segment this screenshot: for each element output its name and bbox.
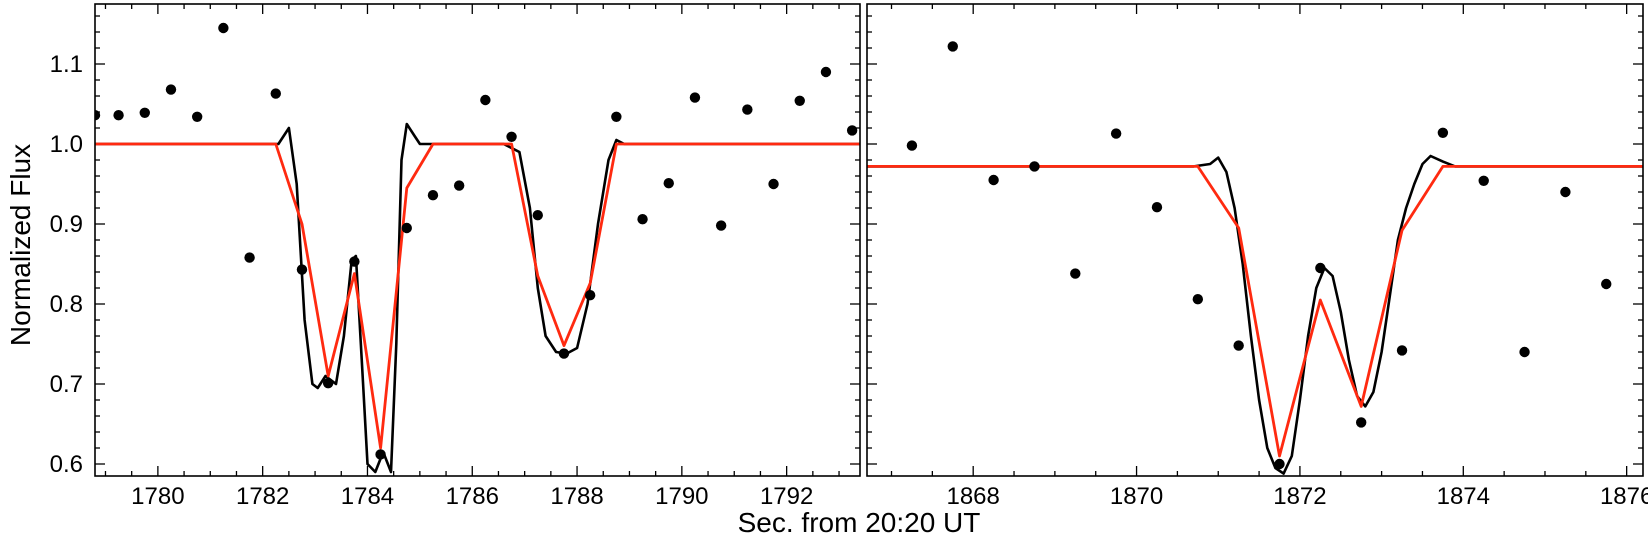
- x-tick-label: 1792: [760, 483, 813, 510]
- y-tick-label: 0.8: [50, 291, 83, 318]
- x-tick-label: 1872: [1273, 483, 1326, 510]
- data-point: [191, 111, 203, 123]
- data-point: [637, 214, 648, 225]
- x-tick-label: 1870: [1110, 483, 1163, 510]
- x-tick-label: 1786: [446, 483, 499, 510]
- lightcurve-line: [95, 122, 860, 474]
- data-point: [322, 378, 334, 389]
- x-tick-label: 1788: [550, 483, 603, 510]
- data-point: [139, 107, 150, 119]
- data-point: [1151, 202, 1163, 213]
- x-tick-label: 1784: [341, 483, 394, 510]
- data-point: [742, 104, 753, 115]
- data-point: [480, 94, 491, 106]
- data-point: [715, 220, 727, 231]
- left-panel: 1780 1782 1784 1786 1788 1790 1792 0.6 0.7 0.8 0.9…: [50, 3, 861, 510]
- plot-frame: [94, 3, 861, 477]
- data-point: [95, 110, 101, 121]
- data-point: [1192, 294, 1204, 305]
- data-point: [1315, 262, 1326, 274]
- y-tick-label: 0.9: [50, 211, 83, 238]
- data-point: [1519, 346, 1530, 358]
- data-point: [532, 210, 543, 221]
- data-point: [1601, 278, 1612, 290]
- data-point: [1437, 127, 1449, 138]
- data-point: [1110, 128, 1122, 139]
- y-tick-label: 1.1: [50, 51, 83, 78]
- plot-area: [867, 41, 1643, 475]
- data-point: [113, 110, 124, 121]
- data-point: [1070, 268, 1081, 279]
- x-tick-label: 1780: [131, 483, 184, 510]
- data-point: [270, 88, 281, 99]
- y-axis-title: Normalized Flux: [5, 144, 36, 346]
- data-point: [1233, 340, 1244, 351]
- data-point: [1560, 186, 1571, 198]
- x-tick-label: 1876: [1600, 483, 1648, 510]
- y-tick-label: 0.7: [50, 371, 83, 398]
- data-point: [689, 92, 701, 103]
- data-point: [584, 290, 596, 301]
- data-point: [1396, 345, 1408, 356]
- y-tick-label: 0.6: [50, 451, 83, 478]
- data-point: [846, 125, 858, 136]
- plot-frame: [866, 3, 1644, 477]
- data-point: [768, 178, 779, 190]
- data-point: [820, 66, 832, 78]
- data-point: [906, 140, 918, 151]
- x-tick-label: 1868: [946, 483, 999, 510]
- data-point: [1478, 175, 1489, 186]
- data-point: [349, 256, 360, 267]
- model-line: [867, 164, 1643, 458]
- model-line: [95, 142, 860, 450]
- y-tick-label: 1.0: [50, 131, 83, 158]
- x-axis-title: Sec. from 20:20 UT: [738, 507, 981, 538]
- plot-area: [95, 22, 860, 474]
- data-point: [1274, 458, 1285, 470]
- data-point: [165, 84, 177, 95]
- data-point: [506, 131, 517, 142]
- data-point: [611, 111, 622, 123]
- data-point: [296, 264, 308, 275]
- data-point: [1029, 161, 1040, 172]
- data-point: [947, 41, 958, 52]
- data-point: [453, 180, 465, 191]
- data-point: [1355, 417, 1367, 428]
- data-point: [218, 22, 229, 34]
- data-point: [244, 252, 255, 263]
- data-point: [401, 222, 412, 234]
- data-point: [663, 178, 674, 189]
- data-point: [427, 190, 439, 201]
- right-panel: 1868 1870 1872 1874 1876: [866, 3, 1648, 510]
- x-tick-label: 1782: [236, 483, 289, 510]
- data-point: [988, 174, 999, 186]
- data-point: [794, 95, 805, 107]
- x-tick-label: 1790: [655, 483, 708, 510]
- data-point: [558, 348, 570, 359]
- data-point: [375, 449, 386, 460]
- x-tick-label: 1874: [1437, 483, 1490, 510]
